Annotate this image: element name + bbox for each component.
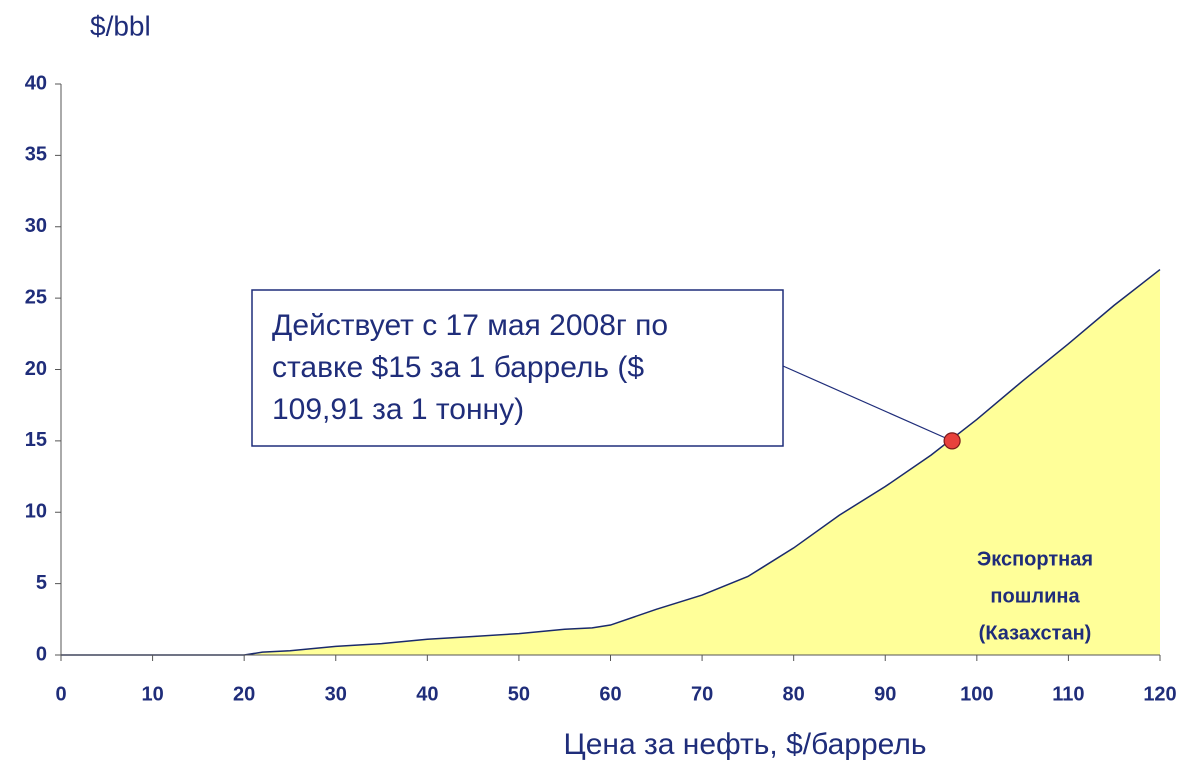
y-tick-label: 5 (36, 572, 47, 594)
x-tick-label: 10 (141, 683, 163, 705)
x-tick-label: 80 (783, 683, 805, 705)
callout-text: Действует с 17 мая 2008г по (272, 309, 668, 342)
y-tick-label: 0 (36, 643, 47, 665)
x-tick-label: 30 (325, 683, 347, 705)
x-axis-label: Цена за нефть, $/баррель (564, 728, 927, 761)
x-tick-label: 120 (1143, 683, 1176, 705)
y-tick-label: 20 (25, 358, 47, 380)
area-label: Экспортная (977, 548, 1093, 570)
y-axis-label: $/bbl (90, 10, 151, 41)
area-line (61, 268, 1161, 656)
marker (943, 432, 961, 450)
callout-text: 109,91 за 1 тонну) (272, 393, 524, 426)
x-tick-label: 0 (55, 683, 66, 705)
area (61, 269, 1160, 655)
y-tick-label: 25 (25, 286, 47, 308)
y-tick-label: 15 (25, 429, 47, 451)
x-tick-label: 20 (233, 683, 255, 705)
callout-text: ставке $15 за 1 баррель ($ (272, 351, 644, 384)
y-tick-label: 40 (25, 72, 47, 94)
y-tick-label: 30 (25, 215, 47, 237)
x-tick-label: 60 (599, 683, 621, 705)
x-tick-label: 70 (691, 683, 713, 705)
callout-leader (782, 365, 953, 442)
y-tick-label: 10 (25, 501, 47, 523)
x-tick-label: 50 (508, 683, 530, 705)
callout-box (251, 289, 784, 447)
x-tick-label: 100 (960, 683, 993, 705)
x-tick-label: 90 (874, 683, 896, 705)
y-tick-label: 35 (25, 144, 47, 166)
x-tick-label: 40 (416, 683, 438, 705)
area-label: пошлина (990, 585, 1080, 607)
x-tick-label: 110 (1052, 683, 1084, 705)
area-label: (Казахстан) (979, 622, 1092, 644)
